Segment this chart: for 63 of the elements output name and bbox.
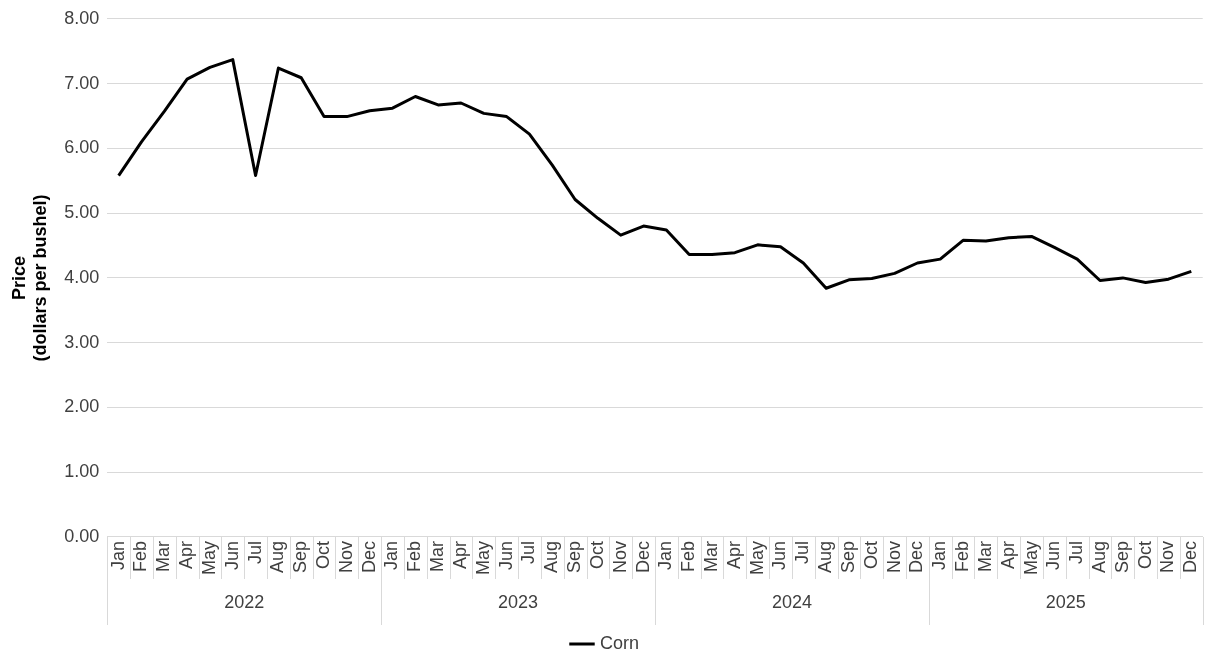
x-tick-label: Dec	[1180, 541, 1201, 574]
legend-label: Corn	[599, 632, 640, 653]
x-tick-label: May	[472, 541, 493, 576]
x-tick-label: Mar	[700, 540, 721, 572]
x-tick-label: Jun	[769, 541, 790, 571]
y-tick-label: 0.00	[64, 525, 100, 546]
y-tick-label: 7.00	[64, 72, 100, 93]
x-tick-label: Oct	[860, 541, 881, 570]
x-tick-label: Mar	[153, 540, 174, 572]
x-tick-label: Dec	[358, 541, 379, 574]
y-tick-label: 5.00	[64, 202, 100, 223]
x-tick-label: Feb	[678, 541, 699, 573]
x-tick-label: Jan	[929, 541, 950, 571]
y-tick-label: 6.00	[64, 137, 100, 158]
text: 2023	[498, 591, 539, 612]
x-tick-label: Aug	[1088, 541, 1109, 574]
x-tick-label: May	[1020, 541, 1041, 576]
x-tick-label: Jan	[655, 541, 676, 571]
x-tick-label: Oct	[1134, 541, 1155, 570]
x-tick-label: Jan	[381, 541, 402, 571]
y-tick-label: 1.00	[64, 461, 100, 482]
x-tick-label: Apr	[997, 540, 1018, 570]
x-tick-label: Nov	[609, 541, 630, 574]
x-tick-label: Nov	[883, 541, 904, 574]
x-tick-label: Apr	[723, 540, 744, 570]
x-tick-label: Aug	[541, 541, 562, 574]
x-tick-label: Apr	[449, 540, 470, 570]
x-tick-label: Mar	[427, 540, 448, 572]
x-tick-label: Aug	[267, 541, 288, 574]
x-tick-label: Feb	[952, 541, 973, 573]
x-tick-label: Oct	[313, 541, 334, 570]
x-tick-label: Feb	[130, 541, 151, 573]
y-tick-label: 8.00	[64, 7, 100, 28]
text: 2024	[771, 591, 812, 612]
x-tick-label: Oct	[586, 541, 607, 570]
x-tick-label: Jul	[1066, 541, 1087, 565]
x-tick-label: Feb	[404, 541, 425, 573]
text: 2022	[224, 591, 265, 612]
y-axis-title: Price (dollars per bushel)	[8, 194, 51, 362]
x-tick-label: Jan	[107, 541, 128, 571]
x-tick-label: Nov	[335, 541, 356, 574]
x-tick-label: Nov	[1157, 541, 1178, 574]
x-tick-label: Sep	[1111, 541, 1132, 574]
x-tick-label: Dec	[906, 541, 927, 574]
y-tick-label: 4.00	[64, 266, 100, 287]
x-tick-label: Jul	[244, 541, 265, 565]
text: 2025	[1045, 591, 1086, 612]
y-tick-label: 3.00	[64, 331, 100, 352]
x-tick-label: Dec	[632, 541, 653, 574]
x-tick-label: Jun	[221, 541, 242, 571]
x-tick-label: Jun	[1043, 541, 1064, 571]
x-tick-label: May	[746, 541, 767, 576]
x-tick-label: Jul	[792, 541, 813, 565]
x-tick-label: Sep	[564, 541, 585, 574]
x-tick-label: Apr	[176, 540, 197, 570]
y-tick-label: 2.00	[64, 396, 100, 417]
x-tick-label: May	[198, 541, 219, 576]
x-tick-label: Aug	[815, 541, 836, 574]
x-tick-label: Mar	[974, 540, 995, 572]
x-tick-label: Sep	[837, 541, 858, 574]
x-tick-label: Sep	[290, 541, 311, 574]
x-tick-label: Jul	[518, 541, 539, 565]
x-tick-label: Jun	[495, 541, 516, 571]
